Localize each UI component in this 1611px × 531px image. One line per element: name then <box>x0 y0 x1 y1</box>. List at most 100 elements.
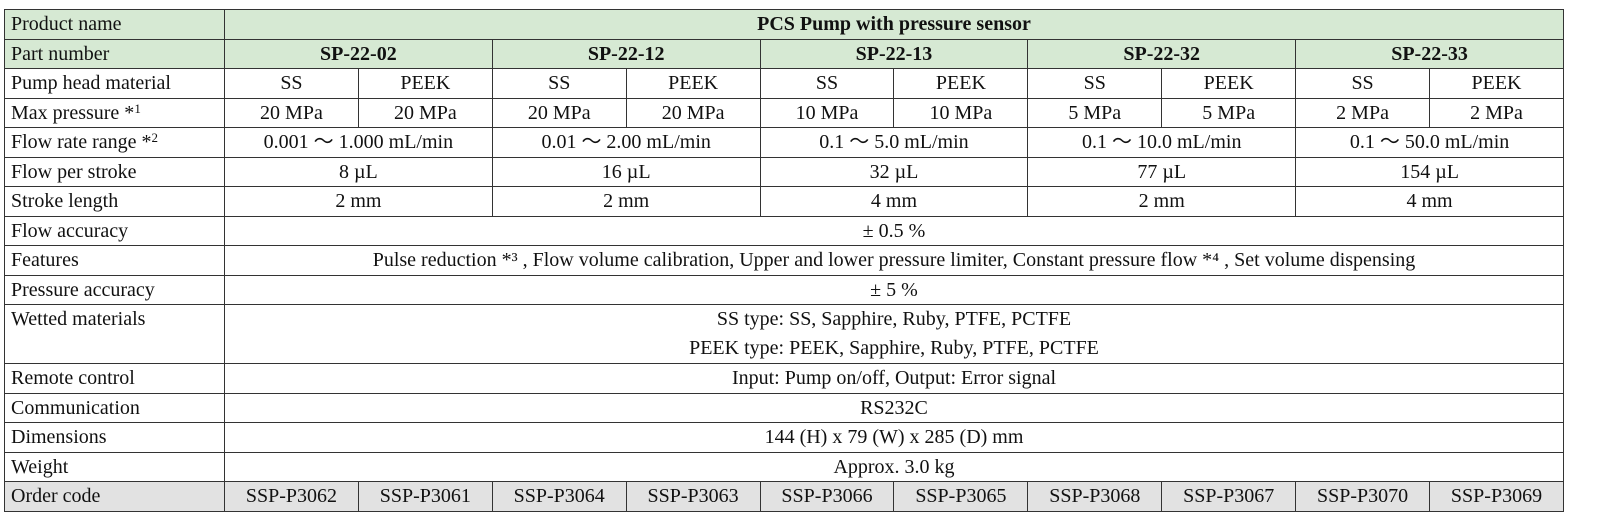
table-cell: SSP-P3066 <box>759 481 895 512</box>
row-label: Product name <box>4 9 225 40</box>
row-label: Wetted materials <box>4 304 225 364</box>
table-cell: SS type: SS, Sapphire, Ruby, PTFE, PCTFE… <box>224 304 1564 364</box>
table-cell: SS <box>491 68 627 99</box>
table-cell: Approx. 3.0 kg <box>224 451 1564 482</box>
table-row: Order code SSP-P3062 SSP-P3061 SSP-P3064 SSP… <box>4 481 1564 512</box>
row-label: Order code <box>4 481 225 512</box>
table-cell: PEEK <box>1161 68 1297 99</box>
row-label-text: Weight <box>11 455 69 478</box>
row-label-text: Stroke length <box>11 190 119 213</box>
table-cell: SS <box>1295 68 1431 99</box>
table-cell: SSP-P3064 <box>491 481 627 512</box>
table-row: Max pressure *1 20 MPa 20 MPa 20 MPa 20 MPa 1… <box>4 97 1564 128</box>
table-cell: SS <box>224 68 359 99</box>
table-cell: PEEK <box>357 68 493 99</box>
table-cell: 154 µL <box>1295 156 1564 187</box>
row-label: Max pressure *1 <box>4 97 225 128</box>
table-cell: SSP-P3069 <box>1429 481 1564 512</box>
row-label-text: Product name <box>11 13 122 36</box>
table-row: Communication RS232C <box>4 392 1564 423</box>
row-label-text: Pump head material <box>11 72 171 95</box>
table-cell: 32 µL <box>759 156 1029 187</box>
row-label-text: Part number <box>11 42 110 65</box>
table-cell: 20 MPa <box>491 97 627 128</box>
table-cell: 2 mm <box>491 186 761 217</box>
row-label: Features <box>4 245 225 276</box>
table-cell: Input: Pump on/off, Output: Error signal <box>224 363 1564 394</box>
table-row: Remote control Input: Pump on/off, Output… <box>4 363 1564 394</box>
table-cell: 144 (H) x 79 (W) x 285 (D) mm <box>224 422 1564 453</box>
table-cell: SSP-P3063 <box>625 481 761 512</box>
table-row: Flow accuracy ± 0.5 % <box>4 215 1564 246</box>
row-label-text: Dimensions <box>11 426 107 449</box>
footnote-marker: 1 <box>134 100 141 116</box>
table-cell: 0.1 〜 10.0 mL/min <box>1027 127 1297 158</box>
table-cell: 0.1 〜 5.0 mL/min <box>759 127 1029 158</box>
table-cell: SSP-P3065 <box>893 481 1029 512</box>
row-label-text: Wetted materials <box>11 308 146 330</box>
table-cell: PEEK <box>1429 68 1564 99</box>
table-cell: PCS Pump with pressure sensor <box>224 9 1564 40</box>
table-cell: 2 MPa <box>1295 97 1431 128</box>
row-label: Pressure accuracy <box>4 274 225 305</box>
table-cell: Pulse reduction *³ , Flow volume calibra… <box>224 245 1564 276</box>
table-cell: PEEK <box>625 68 761 99</box>
table-row: Pressure accuracy ± 5 % <box>4 274 1564 305</box>
row-label: Part number <box>4 38 225 69</box>
table-cell: SSP-P3062 <box>224 481 359 512</box>
table-row: Dimensions 144 (H) x 79 (W) x 285 (D) mm <box>4 422 1564 453</box>
spec-table: Product name PCS Pump with pressure senso… <box>4 9 1564 512</box>
table-cell: 4 mm <box>759 186 1029 217</box>
table-cell: RS232C <box>224 392 1564 423</box>
table-cell: 77 µL <box>1027 156 1297 187</box>
table-cell: SSP-P3061 <box>357 481 493 512</box>
table-cell: 5 MPa <box>1161 97 1297 128</box>
table-cell: SS <box>759 68 895 99</box>
table-cell: SP-22-02 <box>224 38 493 69</box>
table-row: Weight Approx. 3.0 kg <box>4 451 1564 482</box>
table-row: Stroke length 2 mm 2 mm 4 mm 2 mm 4 mm <box>4 186 1564 217</box>
table-cell: SP-22-32 <box>1027 38 1297 69</box>
table-row: Wetted materials SS type: SS, Sapphire, R… <box>4 304 1564 364</box>
row-label: Flow per stroke <box>4 156 225 187</box>
table-cell: SSP-P3067 <box>1161 481 1297 512</box>
table-row: Flow per stroke 8 µL 16 µL 32 µL 77 µL 154 µL <box>4 156 1564 187</box>
row-label: Flow rate range *2 <box>4 127 225 158</box>
spec-table-body: Product name PCS Pump with pressure senso… <box>4 9 1564 512</box>
table-cell: SP-22-33 <box>1295 38 1564 69</box>
table-cell: 10 MPa <box>759 97 895 128</box>
row-label-text: Flow per stroke <box>11 160 137 183</box>
row-label: Communication <box>4 392 225 423</box>
row-label-text: Flow rate range * <box>11 131 152 154</box>
table-row: Flow rate range *2 0.001 〜 1.000 mL/min 0.… <box>4 127 1564 158</box>
row-label: Stroke length <box>4 186 225 217</box>
table-cell: 0.001 〜 1.000 mL/min <box>224 127 493 158</box>
row-label: Flow accuracy <box>4 215 225 246</box>
table-cell: 0.1 〜 50.0 mL/min <box>1295 127 1564 158</box>
table-cell: 20 MPa <box>357 97 493 128</box>
row-label-text: Features <box>11 249 79 272</box>
row-label: Dimensions <box>4 422 225 453</box>
row-label-text: Order code <box>11 485 101 508</box>
table-cell: ± 5 % <box>224 274 1564 305</box>
table-cell: 2 MPa <box>1429 97 1564 128</box>
table-cell: 10 MPa <box>893 97 1029 128</box>
table-cell: SSP-P3070 <box>1295 481 1431 512</box>
table-row: Product name PCS Pump with pressure senso… <box>4 9 1564 40</box>
table-row: Features Pulse reduction *³ , Flow volume… <box>4 245 1564 276</box>
table-cell: SP-22-12 <box>491 38 761 69</box>
table-cell: 8 µL <box>224 156 493 187</box>
table-row: Pump head material SS PEEK SS PEEK SS PEEK SS PE… <box>4 68 1564 99</box>
table-cell: SS <box>1027 68 1163 99</box>
table-cell: ± 0.5 % <box>224 215 1564 246</box>
row-label: Weight <box>4 451 225 482</box>
row-label: Pump head material <box>4 68 225 99</box>
table-cell: 2 mm <box>1027 186 1297 217</box>
table-cell: 4 mm <box>1295 186 1564 217</box>
table-cell: 5 MPa <box>1027 97 1163 128</box>
table-cell: SP-22-13 <box>759 38 1029 69</box>
footnote-marker: 2 <box>151 130 159 146</box>
table-cell: PEEK <box>893 68 1029 99</box>
table-cell: 16 µL <box>491 156 761 187</box>
row-label-text: Max pressure * <box>11 101 135 124</box>
